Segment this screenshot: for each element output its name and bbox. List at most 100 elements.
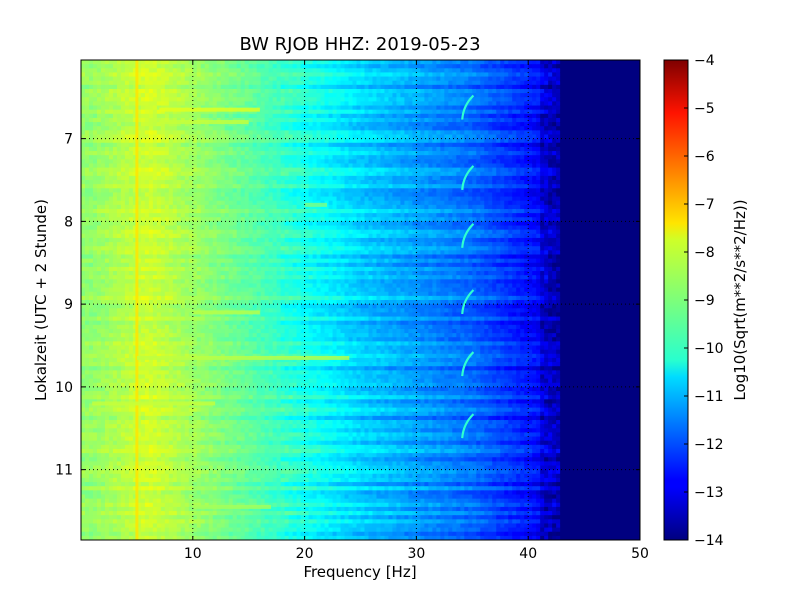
heatmap-cell [129,370,134,375]
heatmap-cell [97,159,102,164]
heatmap-cell [213,246,218,251]
heatmap-cell [197,424,202,429]
heatmap-cell [81,445,86,450]
heatmap-cell [149,114,154,119]
heatmap-cell [177,437,182,442]
heatmap-cell [249,523,254,528]
heatmap-cell [125,263,130,268]
heatmap-cell [121,486,126,491]
heatmap-cell [241,379,246,384]
heatmap-cell [125,122,130,127]
heatmap-cell [125,192,130,197]
heatmap-cell [113,130,118,135]
heatmap-cell [245,296,250,301]
heatmap-cell [205,532,210,537]
heatmap-cell [197,461,202,466]
heatmap-cell [233,259,238,264]
heatmap-cell [225,366,230,371]
heatmap-cell [165,474,170,479]
heatmap-cell [89,254,94,259]
heatmap-cell [225,449,230,454]
heatmap-cell [237,490,242,495]
heatmap-cell [101,432,106,437]
heatmap-cell [145,213,150,218]
heatmap-cell [173,263,178,268]
heatmap-cell [173,350,178,355]
heatmap-cell [197,68,202,73]
heatmap-cell [141,437,146,442]
heatmap-cell [97,147,102,152]
heatmap-cell [81,325,86,330]
heatmap-cell [89,494,94,499]
heatmap-cell [217,333,222,338]
heatmap-cell [221,271,226,276]
heatmap-cell [229,147,234,152]
heatmap-cell [225,126,230,131]
heatmap-cell [109,532,114,537]
heatmap-cell [181,503,186,508]
heatmap-cell [233,97,238,102]
heatmap-cell [81,151,86,156]
heatmap-cell [89,159,94,164]
heatmap-cell [221,168,226,173]
heatmap-cell [117,221,122,226]
heatmap-cell [233,395,238,400]
heatmap-cell [185,288,190,293]
heatmap-cell [153,180,158,185]
heatmap-cell [221,205,226,210]
heatmap-cell [81,176,86,181]
heatmap-cell [121,143,126,148]
heatmap-cell [169,379,174,384]
heatmap-cell [193,523,198,528]
heatmap-cell [149,441,154,446]
heatmap-cell [113,205,118,210]
heatmap-cell [233,478,238,483]
heatmap-cell [189,515,194,520]
heatmap-cell [85,68,90,73]
heatmap-cell [157,155,162,160]
heatmap-cell [93,296,98,301]
heatmap-cell [245,230,250,235]
heatmap-cell [141,528,146,533]
heatmap-cell [197,395,202,400]
heatmap-cell [233,254,238,259]
heatmap-cell [149,155,154,160]
heatmap-cell [93,226,98,231]
heatmap-cell [193,416,198,421]
heatmap-cell [185,333,190,338]
heatmap-cell [173,114,178,119]
heatmap-cell [185,437,190,442]
heatmap-cell [233,457,238,462]
heatmap-cell [153,490,158,495]
heatmap-cell [157,201,162,206]
heatmap-cell [97,503,102,508]
heatmap-cell [205,416,210,421]
heatmap-cell [129,437,134,442]
heatmap-cell [185,275,190,280]
heatmap-cell [229,209,234,214]
heatmap-cell [169,77,174,82]
heatmap-cell [145,246,150,251]
heatmap-cell [157,503,162,508]
heatmap-cell [201,416,206,421]
heatmap-cell [169,176,174,181]
heatmap-cell [225,482,230,487]
heatmap-cell [101,81,106,86]
heatmap-cell [97,362,102,367]
heatmap-cell [197,486,202,491]
heatmap-cell [89,130,94,135]
heatmap-cell [225,81,230,86]
heatmap-cell [169,420,174,425]
heatmap-cell [125,312,130,317]
heatmap-cell [157,499,162,504]
heatmap-cell [221,275,226,280]
heatmap-cell [161,424,166,429]
heatmap-cell [121,188,126,193]
heatmap-cell [221,192,226,197]
heatmap-cell [249,139,254,144]
heatmap-cell [153,474,158,479]
heatmap-cell [129,304,134,309]
heatmap-cell [101,77,106,82]
heatmap-cell [153,192,158,197]
heatmap-cell [193,482,198,487]
